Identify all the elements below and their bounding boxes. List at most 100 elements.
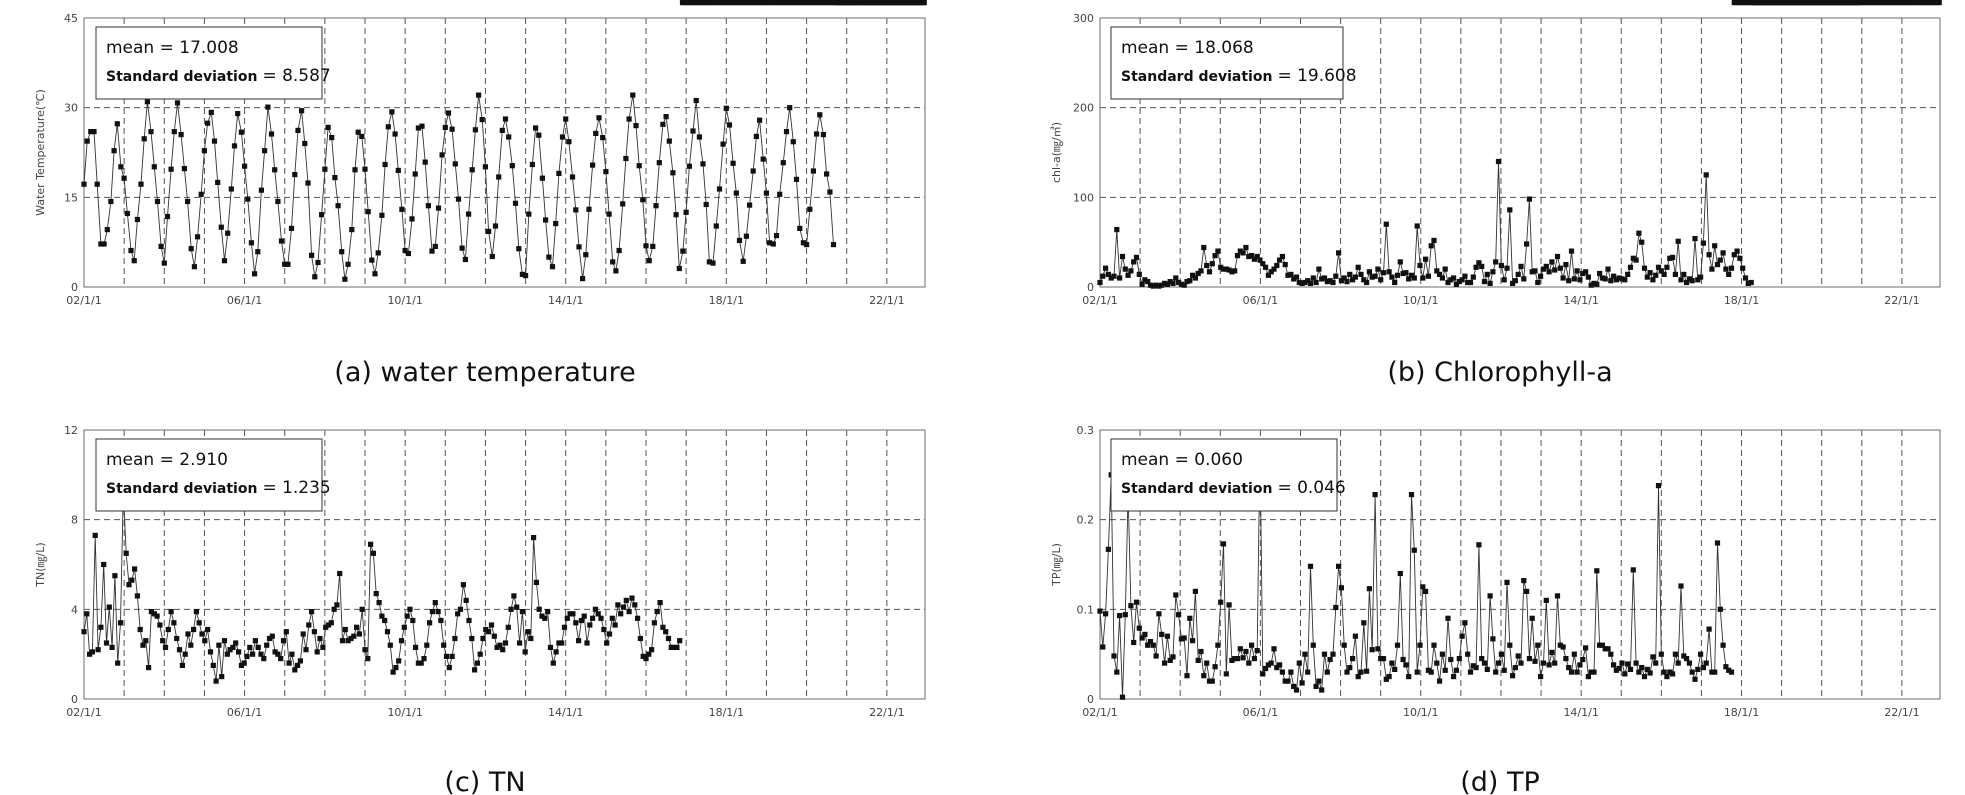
data-point [1285, 678, 1291, 684]
data-point [1240, 250, 1246, 256]
data-point [1456, 656, 1462, 662]
data-point [1361, 277, 1367, 283]
y-tick-label: 300 [1073, 12, 1094, 25]
data-point [1844, 0, 1850, 6]
data-point [1866, 0, 1872, 6]
sd-label: Standard deviation = 19.608 [1121, 66, 1357, 86]
data-point [81, 629, 87, 635]
data-point [1176, 612, 1182, 618]
data-point [1647, 270, 1653, 276]
data-point [488, 622, 495, 628]
data-point [379, 613, 385, 619]
data-point [1880, 0, 1886, 6]
data-point [275, 651, 281, 657]
data-point [1507, 642, 1513, 648]
data-point [230, 644, 236, 650]
data-point [1220, 541, 1227, 547]
data-point [528, 635, 534, 642]
data-point [559, 640, 565, 646]
data-point [1372, 492, 1378, 498]
x-tick-label: 18/1/1 [709, 294, 744, 307]
data-point [1737, 255, 1743, 261]
data-point [1504, 579, 1510, 585]
data-point [1740, 265, 1746, 271]
data-point [1263, 264, 1269, 270]
data-point [472, 667, 478, 673]
data-point [545, 609, 551, 615]
data-point [1524, 588, 1530, 594]
data-point [148, 609, 154, 615]
data-point [787, 105, 793, 111]
panel-water-temperature: 0 15 30 45 02/1/1 06/1/1 10/1/1 14/1/1 18/1/1 22/… [34, 0, 927, 388]
data-point [1886, 0, 1892, 6]
data-point [1442, 266, 1448, 272]
data-point [1535, 279, 1541, 286]
data-point [1914, 0, 1920, 6]
data-point [306, 622, 312, 628]
data-point [1249, 642, 1255, 648]
data-point [559, 134, 566, 140]
data-point [1661, 669, 1667, 675]
data-point [1493, 669, 1499, 675]
data-point [182, 651, 188, 657]
data-point [1521, 578, 1527, 584]
data-point [235, 111, 241, 117]
data-point [789, 0, 795, 6]
data-point [803, 0, 809, 6]
data-point [1757, 0, 1763, 6]
data-point [1408, 272, 1415, 278]
data-point [820, 132, 826, 138]
data-point [1392, 279, 1398, 286]
x-tick-label: 10/1/1 [1403, 294, 1438, 307]
panel-caption: (d) TP [1460, 767, 1540, 795]
data-point [295, 662, 301, 668]
data-point [1173, 592, 1179, 598]
data-point [1484, 271, 1490, 277]
data-point [1591, 669, 1597, 675]
data-point [1291, 276, 1297, 282]
data-point [1307, 280, 1314, 286]
data-point [1529, 615, 1535, 621]
data-point [676, 265, 682, 272]
data-point [345, 261, 351, 267]
data-point [1518, 660, 1524, 666]
data-point [415, 660, 421, 666]
data-point [1810, 0, 1816, 6]
data-point [1481, 279, 1488, 285]
data-point [663, 629, 669, 635]
data-point [1462, 620, 1468, 626]
data-point [1829, 0, 1836, 6]
data-point [109, 644, 115, 650]
data-point [525, 629, 531, 635]
data-point [379, 212, 385, 218]
data-point [339, 638, 346, 644]
data-point [1451, 674, 1457, 680]
data-point [1470, 663, 1476, 669]
data-point [1925, 0, 1931, 6]
data-point [331, 606, 337, 612]
data-point [590, 162, 596, 168]
data-point [255, 644, 261, 650]
data-point [1204, 660, 1210, 666]
data-point [769, 0, 776, 6]
data-point [1125, 272, 1131, 278]
y-axis-label: TN(㎎/L) [34, 542, 47, 587]
data-point [654, 609, 660, 615]
data-point [1686, 660, 1692, 666]
data-point [1268, 269, 1274, 275]
data-point [1591, 280, 1597, 286]
data-point [626, 609, 632, 615]
data-point [1215, 248, 1221, 254]
data-point [1919, 0, 1925, 6]
data-point [1414, 223, 1420, 229]
data-point [1543, 597, 1549, 603]
data-point [134, 593, 140, 599]
data-point [1487, 593, 1493, 599]
data-point [196, 620, 202, 626]
data-point [526, 211, 532, 217]
data-point [1333, 604, 1339, 611]
data-point [810, 168, 816, 174]
data-point [509, 163, 515, 169]
data-point [1731, 252, 1737, 258]
data-point [688, 0, 694, 6]
